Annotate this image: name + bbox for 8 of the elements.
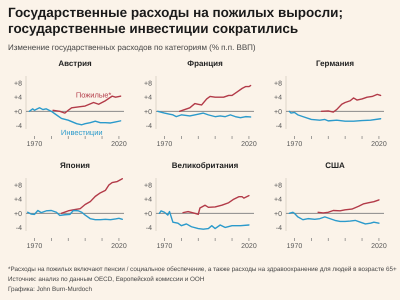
chart-title: Франция	[187, 59, 224, 68]
text: Государственные расходы на пожилых выросли; государственные инвестиции сократились	[8, 5, 343, 36]
chart-title: Япония	[60, 161, 90, 170]
chart-title: Австрия	[58, 59, 92, 68]
chart-title: Германия	[316, 59, 354, 68]
text: Изменение государственных расходов по категориям (% п.п. ВВП)	[8, 43, 256, 52]
chart-title: США	[325, 161, 346, 170]
chart-title: Великобритания	[172, 161, 239, 170]
